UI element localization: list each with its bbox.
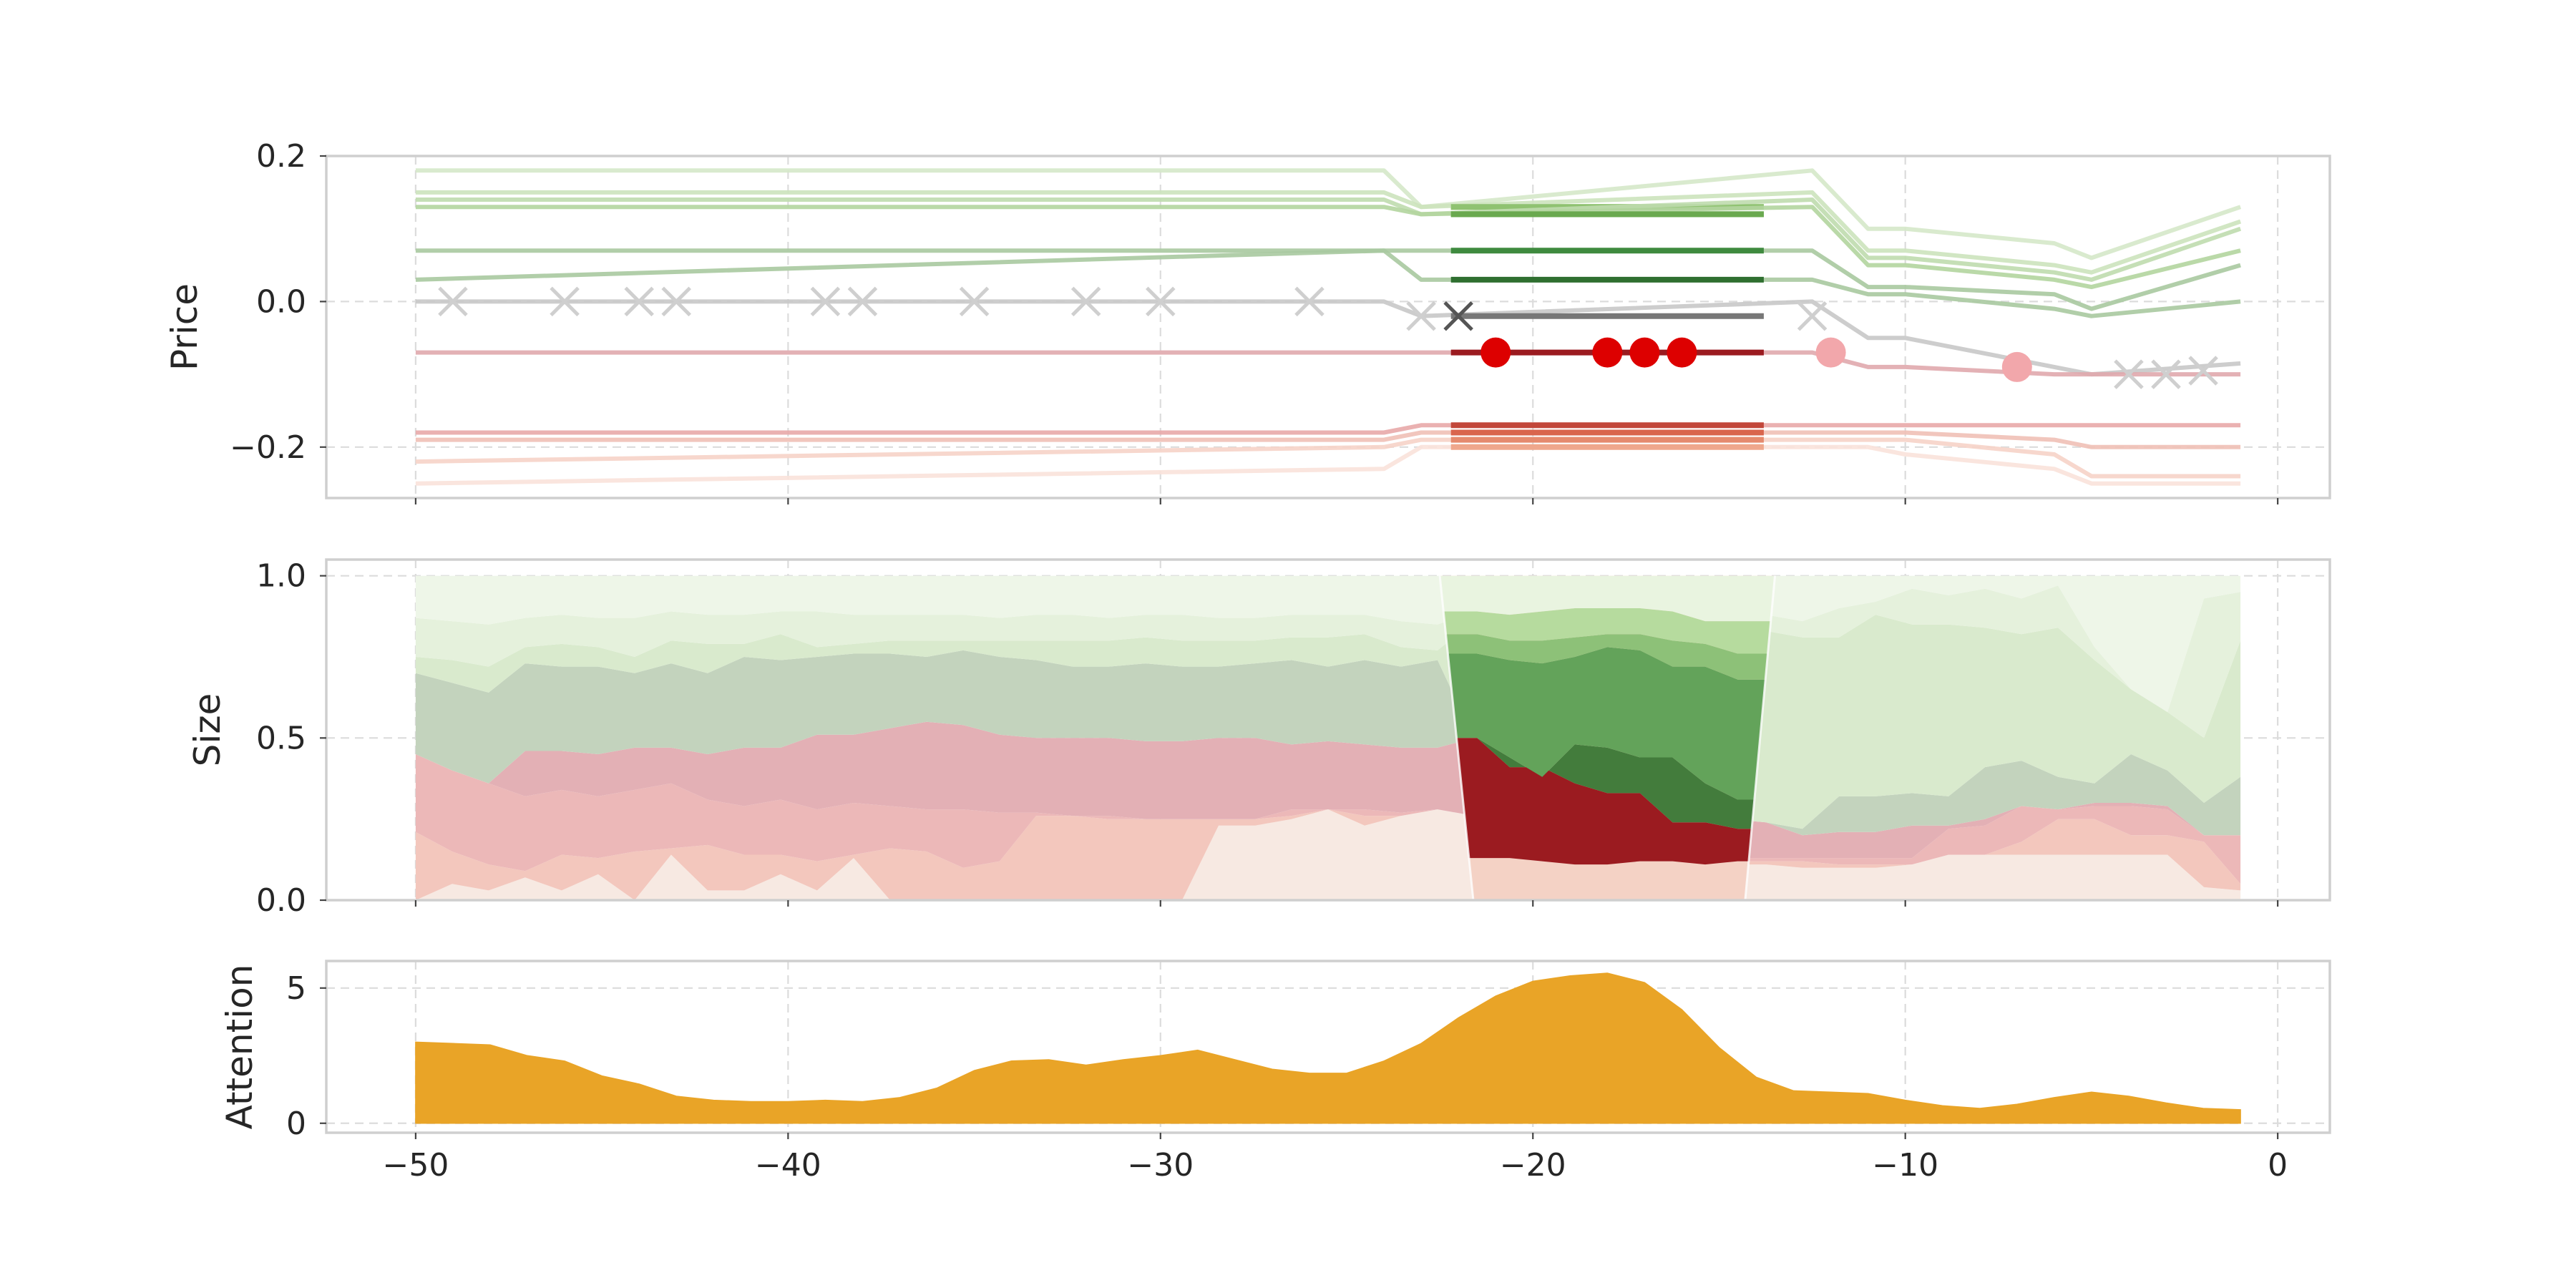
price-level-line	[415, 430, 2241, 449]
size-band	[415, 754, 2241, 884]
price-level-line	[415, 444, 2241, 486]
price-x-marker	[2114, 359, 2144, 389]
price-x-marker	[1797, 301, 1828, 331]
size-highlight-band	[1440, 647, 1775, 800]
size-band	[415, 721, 2241, 859]
price-level-line	[415, 190, 2242, 275]
price-trade-point	[1667, 337, 1697, 368]
price-plot-frame	[325, 155, 2331, 499]
size-highlight-band	[1440, 634, 1775, 680]
attention-plot-frame	[325, 960, 2331, 1134]
size-y-tick-label: 0.0	[256, 882, 306, 919]
price-x-marker	[1070, 286, 1101, 317]
size-band	[415, 809, 2241, 900]
price-y-tick-label: 0.0	[256, 283, 306, 320]
size-panel: 1.0 0.5 0.0 Size	[187, 558, 2331, 919]
attention-x-tick-label: −50	[382, 1147, 449, 1184]
size-window-edge	[1744, 575, 1777, 901]
attention-x-tick-label: −40	[755, 1147, 821, 1184]
size-highlight-band	[1440, 738, 1775, 829]
price-x-marker	[1146, 286, 1176, 317]
attention-y-tick-label: 0	[286, 1106, 306, 1142]
price-level-line	[415, 168, 2242, 260]
price-level-line	[415, 248, 2241, 311]
price-x-marker	[2188, 356, 2218, 386]
attention-x-tick-label: −20	[1500, 1147, 1566, 1184]
price-trade-point	[1815, 337, 1846, 368]
attention-panel: −50 −40 −30 −20 −10 0 5 0 Attention	[219, 960, 2331, 1184]
attention-x-tick-label: −10	[1872, 1147, 1938, 1184]
size-band	[415, 809, 2241, 900]
price-trade-point	[1592, 337, 1623, 368]
price-level-line	[415, 299, 2241, 377]
price-x-marker	[661, 286, 691, 317]
price-x-marker	[438, 286, 468, 317]
price-x-marker	[624, 286, 654, 317]
price-level-line	[415, 423, 2241, 435]
size-highlight-window	[1440, 575, 1775, 900]
size-axis-title: Size	[187, 693, 228, 767]
size-y-tick-label: 1.0	[256, 558, 306, 595]
size-band	[415, 575, 2241, 713]
price-axis-title: Price	[164, 283, 205, 371]
price-x-marker	[810, 286, 841, 317]
size-plot-frame	[325, 558, 2331, 902]
size-highlight-band	[1440, 608, 1775, 654]
price-panel: 0.2 0.0 −0.2 Price	[164, 138, 2331, 504]
attention-y-tick-label: 5	[286, 970, 306, 1007]
price-trade-point	[2001, 351, 2032, 382]
attention-x-tick-label: 0	[2268, 1147, 2288, 1184]
price-level-line	[415, 205, 2241, 290]
price-level-line	[415, 197, 2242, 282]
price-x-marker	[1406, 301, 1436, 331]
price-y-tick-label: 0.2	[256, 138, 306, 175]
price-level-line	[415, 437, 2241, 479]
price-x-marker	[959, 286, 990, 317]
price-level-line	[415, 350, 2241, 377]
price-x-marker	[2151, 359, 2181, 389]
size-highlight-band	[1440, 575, 1775, 622]
size-y-tick-label: 0.5	[256, 720, 306, 756]
size-band	[415, 615, 2241, 829]
size-band	[415, 650, 2241, 836]
price-level-line	[415, 248, 2241, 318]
price-trade-point	[1480, 337, 1511, 368]
size-band	[415, 585, 2241, 738]
price-trade-point	[1629, 337, 1660, 368]
attention-axis-title: Attention	[219, 965, 260, 1130]
price-x-marker	[1294, 286, 1324, 317]
price-x-marker	[550, 286, 580, 317]
price-y-tick-label: −0.2	[230, 429, 306, 466]
size-window-edge	[1438, 575, 1475, 901]
size-highlight-band	[1440, 738, 1775, 865]
attention-area	[415, 972, 2241, 1124]
attention-x-tick-label: −30	[1127, 1147, 1194, 1184]
price-x-marker-highlight	[1443, 301, 1473, 331]
price-x-marker	[847, 286, 878, 317]
